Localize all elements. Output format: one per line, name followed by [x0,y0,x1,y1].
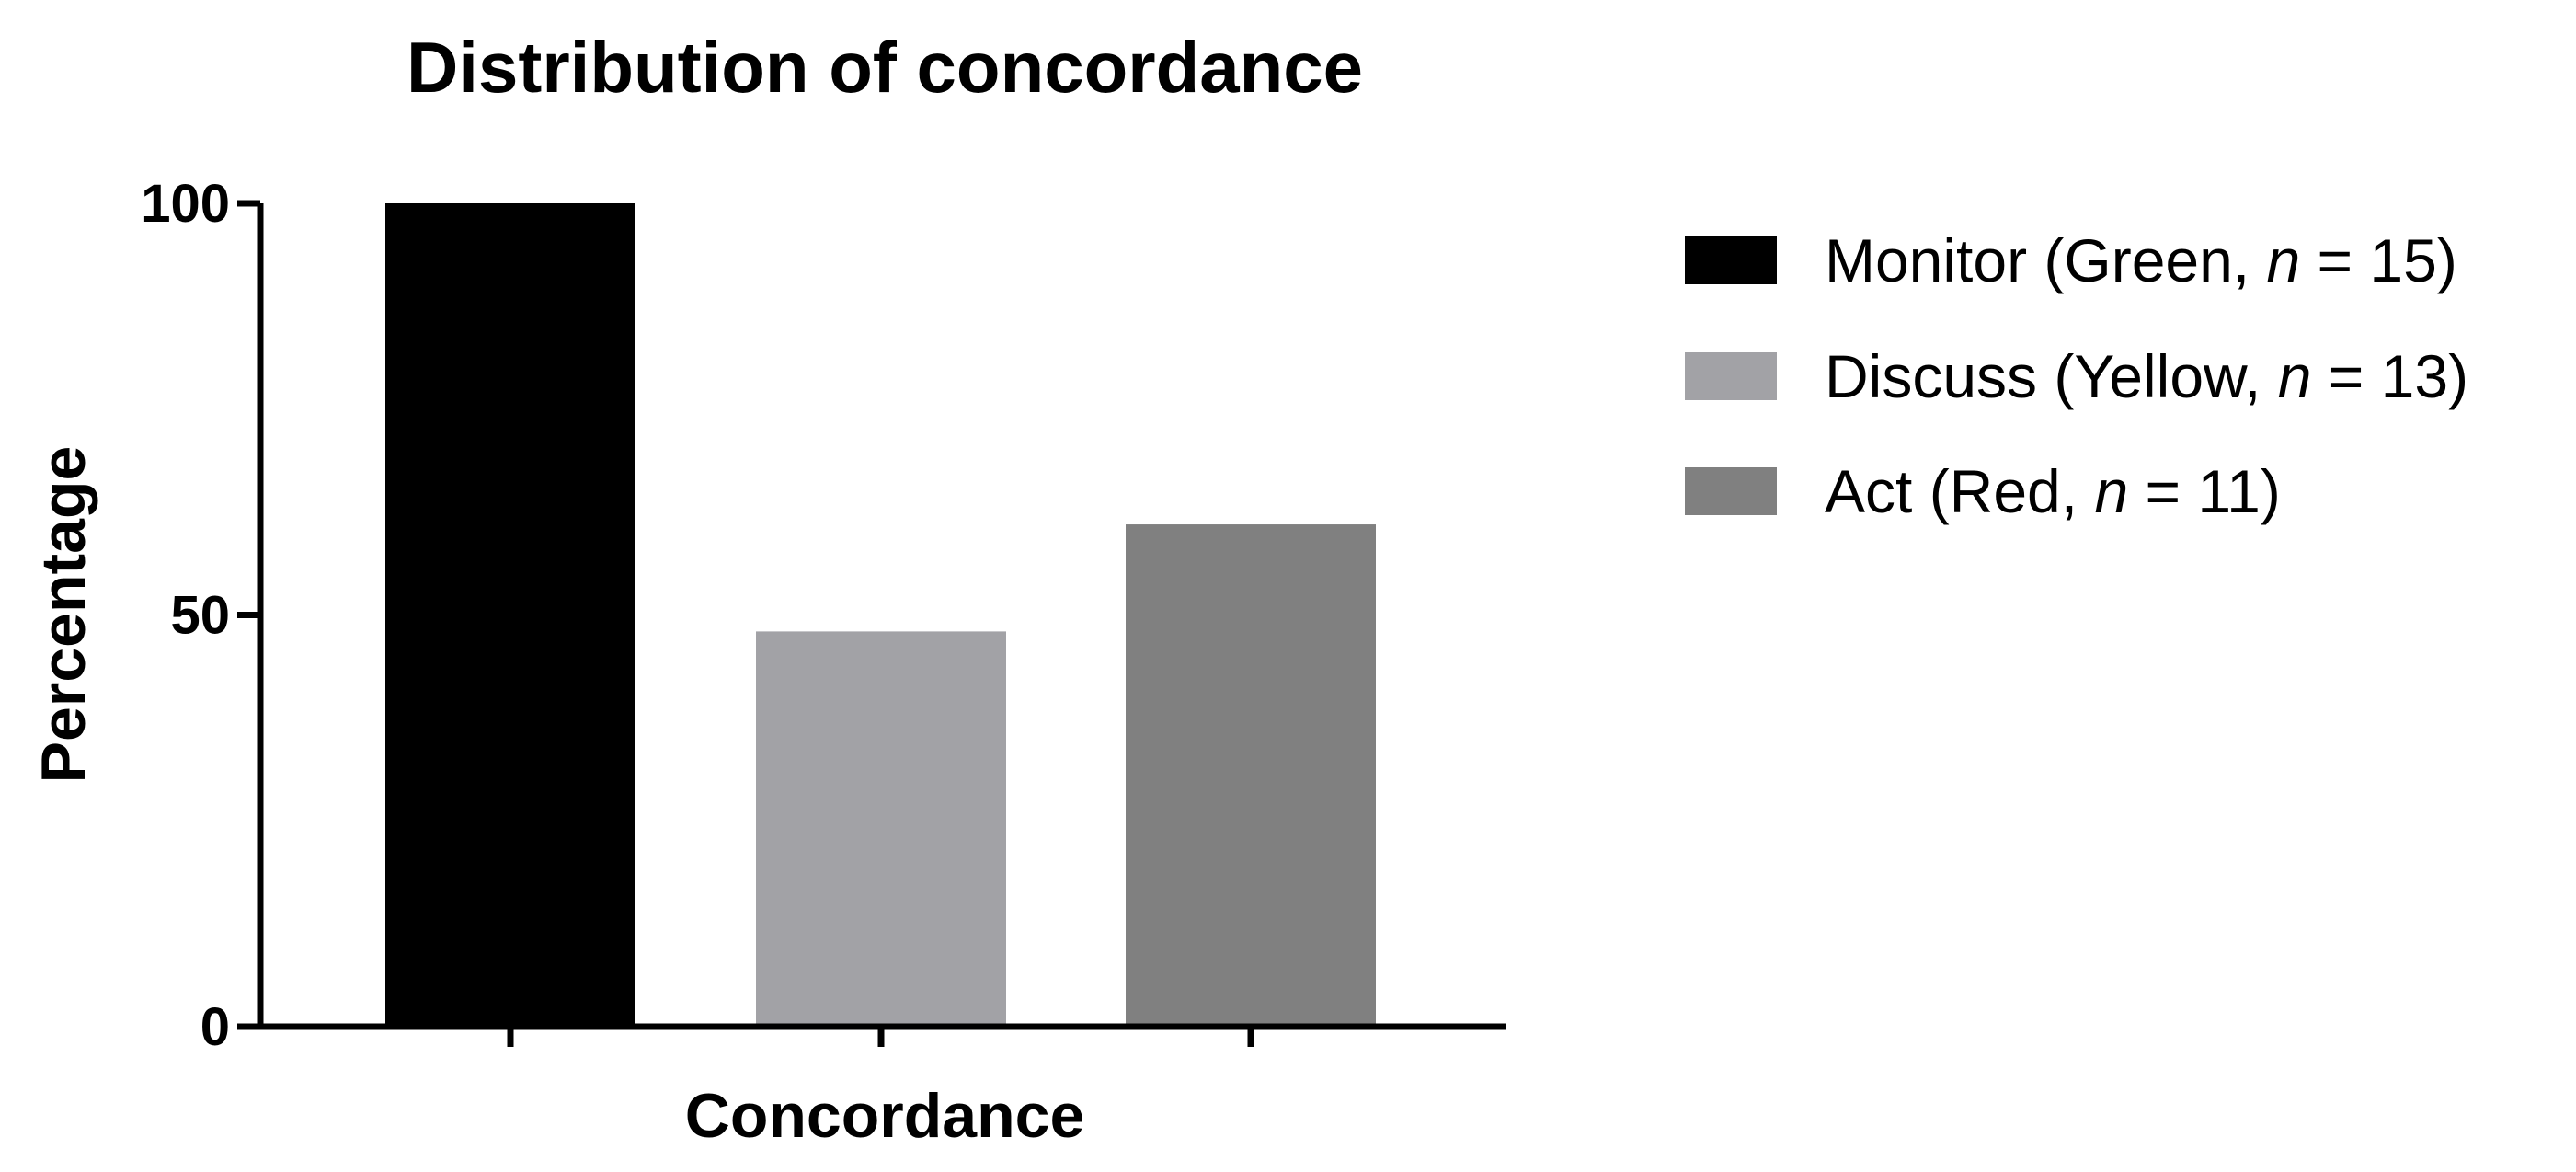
x-axis-label: Concordance [685,1081,1085,1151]
bar-2 [756,631,1006,1027]
bar-1 [385,203,635,1027]
x-ticks [507,1027,1254,1047]
y-tick-label-100: 100 [141,174,230,234]
legend-swatch-1 [1685,236,1777,284]
bar-3 [1126,524,1376,1027]
legend-swatch-3 [1685,467,1777,515]
y-tick-label-0: 0 [200,997,230,1057]
legend-label-1: Monitor (Green, n = 15) [1825,226,2457,294]
y-ticks: 0 50 100 [141,174,260,1057]
chart-title: Distribution of concordance [406,27,1363,108]
y-tick-label-50: 50 [170,586,230,646]
y-axis-label: Percentage [29,446,98,784]
legend-swatch-2 [1685,352,1777,400]
legend: Monitor (Green, n = 15) Discuss (Yellow, … [1685,226,2468,525]
legend-label-2: Discuss (Yellow, n = 13) [1825,342,2468,410]
bars-group [385,203,1376,1027]
legend-label-3: Act (Red, n = 11) [1825,457,2281,525]
